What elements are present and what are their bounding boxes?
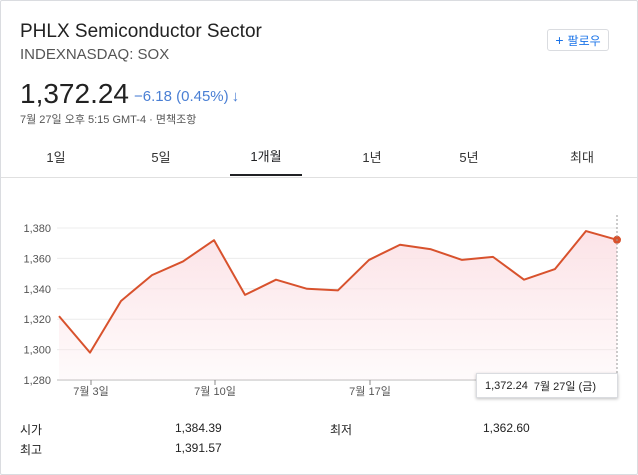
price-chart[interactable]: 1,380 1,360 1,340 1,320 1,300 1,280 7월 3일 7월 10…: [1, 201, 637, 411]
plus-icon: +: [555, 32, 564, 48]
y-tick-label: 1,300: [23, 345, 51, 357]
area-fill: [59, 231, 617, 380]
series-line: [58, 230, 618, 354]
price-change-value: −6.18 (0.45%): [134, 88, 229, 105]
stat-open-value: 1,384.39: [175, 421, 222, 435]
y-tick-label: 1,360: [23, 253, 51, 265]
tooltip-value: 1,372.24: [485, 379, 528, 392]
y-tick-label: 1,280: [23, 375, 51, 387]
chart-tooltip: 1,372.24 7월 27일 (금): [476, 373, 618, 398]
tab-1d[interactable]: 1일: [46, 150, 66, 165]
stat-high-value: 1,391.57: [175, 441, 222, 455]
current-price: 1,372.24: [20, 78, 129, 109]
stat-open-label: 시가: [20, 423, 43, 437]
y-tick-label: 1,380: [23, 223, 51, 235]
stat-low-value: 1,362.60: [483, 421, 530, 435]
tab-5y[interactable]: 5년: [459, 150, 479, 165]
index-ticker: INDEXNASDAQ: SOX: [20, 46, 170, 63]
tab-max[interactable]: 최대: [570, 150, 594, 165]
index-title: PHLX Semiconductor Sector: [20, 21, 262, 42]
tooltip-date: 7월 27일 (금): [533, 380, 596, 393]
follow-label: 팔로우: [567, 33, 601, 48]
quote-timestamp: 7월 27일 오후 5:15 GMT-4 · 면책조항: [20, 114, 197, 126]
follow-button[interactable]: + 팔로우: [547, 29, 609, 51]
arrow-down-icon: ↓: [231, 88, 240, 105]
tab-5d[interactable]: 5일: [151, 150, 171, 165]
y-tick-label: 1,340: [23, 284, 51, 296]
stat-high-label: 최고: [20, 443, 43, 457]
tab-1y[interactable]: 1년: [362, 150, 382, 165]
x-tick-label: 7월 10일: [194, 384, 236, 398]
x-tick-label: 7월 17일: [349, 384, 391, 398]
stat-low-label: 최저: [330, 423, 353, 437]
tab-1m[interactable]: 1개월: [230, 137, 302, 176]
price-change: −6.18 (0.45%) ↓: [134, 88, 239, 105]
range-tabs: 1일 5일 1개월 1년 5년 최대: [1, 137, 637, 178]
y-tick-label: 1,320: [23, 314, 51, 326]
x-tick-label: 7월 3일: [73, 384, 109, 398]
